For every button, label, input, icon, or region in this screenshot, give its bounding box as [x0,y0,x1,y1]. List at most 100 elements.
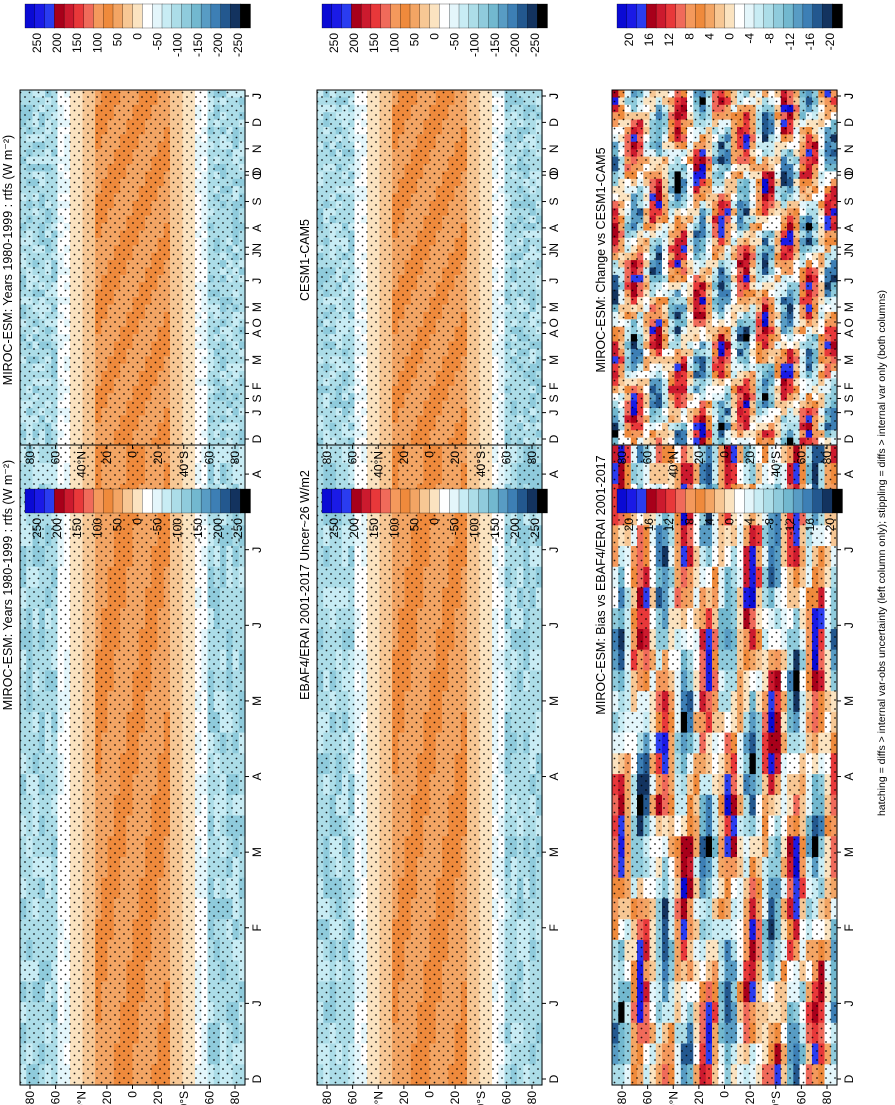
colorbar-swatch [73,3,85,29]
colorbar-swatch [220,3,232,29]
month-tick-label: S [250,394,264,402]
colorbar-label: 100 [90,518,104,538]
colorbar-label: -50 [151,33,165,51]
lat-tick-label: 40°S [177,1091,191,1105]
month-tick-label: M [250,696,264,706]
lat-tick-label: 60 [49,451,63,465]
lat-tick-label: 80 [23,451,37,465]
month-tick-label: J [250,93,264,99]
month-tick-label: A [250,329,264,337]
lat-tick-label: 20 [100,1091,114,1105]
panel-title: MIROC-ESM: Years 1980-1999 : rtfs (W m⁻²… [1,460,15,710]
colorbar-label: -50 [151,518,165,536]
lat-tick-label: 40°N [74,1091,88,1105]
lat-tick-label: 20 [100,451,114,465]
colorbar-swatch [210,488,222,514]
colorbar-swatch [93,488,104,514]
colorbar-label: -200 [211,33,225,57]
colorbar-swatch [24,3,36,29]
colorbar-swatch [122,3,134,29]
lat-tick-label: 0 [126,451,140,458]
colorbar-swatch [63,3,75,29]
lat-tick-label: 20 [151,1091,165,1105]
colorbar-swatch [24,488,36,514]
lat-tick-label: 20 [151,451,165,465]
month-tick-label: A [250,224,264,232]
colorbar-swatch [230,3,241,29]
lat-tick-label: 80 [228,1091,242,1105]
colorbar-swatch [103,3,114,29]
month-tick-label: J [250,547,264,553]
colorbar-swatch [63,488,75,514]
colorbar-label: 100 [90,33,104,53]
colorbar-swatch [112,488,124,514]
colorbar-swatch [200,488,212,514]
month-tick-label: M [250,302,264,312]
lat-tick-label: 60 [49,1091,63,1105]
colorbar-swatch [181,488,192,514]
colorbar-label: 50 [110,518,124,532]
colorbar-swatch [210,3,222,29]
colorbar-label: 200 [50,518,64,538]
lat-tick-label: 60 [202,451,216,465]
lat-tick-label: 80 [228,451,242,465]
colorbar-swatch [161,3,173,29]
colorbar-swatch [83,3,95,29]
colorbar-label: 0 [131,33,145,40]
colorbar-swatch [152,3,163,29]
month-tick-label: D [250,434,264,443]
colorbar-label: -250 [231,33,245,57]
stippling [20,90,245,445]
month-tick-label: J [250,278,264,284]
month-tick-label: A [250,773,264,781]
colorbar-swatch [103,488,114,514]
lat-tick-label: 60 [202,1091,216,1105]
month-tick-label: J [250,622,264,628]
colorbar-swatch [220,488,232,514]
colorbar-swatch [171,3,183,29]
month-tick-label: F [250,924,264,931]
month-tick-label: O [250,318,264,327]
colorbar-swatch [191,3,202,29]
month-tick-label: F [250,383,264,390]
colorbar: 250 200 150 100 50 0 -50 -100 -150 -200 -250 [24,3,251,57]
lat-tick-label: 0 [126,1091,140,1098]
colorbar-label: -100 [171,518,185,542]
colorbar-swatch [93,3,104,29]
month-tick-label: S [250,198,264,206]
colorbar-label: 50 [110,33,124,47]
colorbar-swatch [54,488,65,514]
month-tick-label: J [250,251,264,257]
colorbar-swatch [191,488,202,514]
colorbar-swatch [122,488,134,514]
colorbar-swatch [44,3,56,29]
colorbar-swatch [181,3,192,29]
month-tick-label: O [250,170,264,179]
colorbar-swatch [171,488,183,514]
colorbar-swatch [240,488,251,514]
colorbar-swatch [132,488,144,514]
colorbar-label: -150 [191,33,205,57]
colorbar-label: -200 [211,518,225,542]
colorbar-swatch [161,488,173,514]
month-tick-label: M [250,847,264,857]
colorbar-swatch [34,488,46,514]
colorbar-swatch [230,488,241,514]
colorbar-label: 150 [70,518,84,538]
colorbar-label: -250 [231,518,245,542]
colorbar-swatch [73,488,85,514]
month-tick-label: A [250,470,264,478]
colorbar-swatch [240,3,251,29]
colorbar-swatch [54,3,65,29]
colorbar-swatch [44,488,56,514]
colorbar-label: 0 [131,518,145,525]
colorbar-label: 250 [30,33,44,53]
month-tick-label: J [250,93,264,99]
colorbar-swatch [142,3,153,29]
colorbar-label: -150 [191,518,205,542]
month-tick-label: M [250,355,264,365]
lat-tick-label: 80 [23,1091,37,1105]
colorbar-label: -100 [171,33,185,57]
lat-tick-label: 40°S [177,451,191,477]
